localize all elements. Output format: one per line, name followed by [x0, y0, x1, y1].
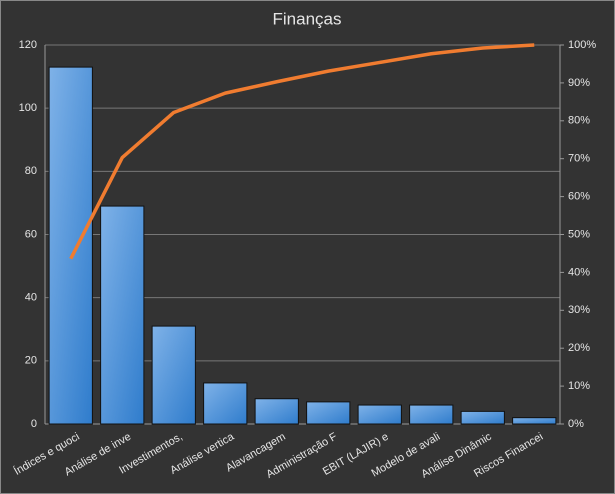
- y-tick-label: 0: [31, 418, 37, 430]
- y-tick-label: 20: [25, 355, 37, 367]
- y2-tick-label: 30%: [568, 304, 590, 316]
- bar: [151, 325, 196, 425]
- bar: [409, 404, 454, 425]
- bar: [306, 401, 351, 425]
- y2-tick-label: 50%: [568, 228, 590, 240]
- bar: [460, 410, 505, 425]
- line: [69, 43, 535, 260]
- bar: [254, 398, 299, 425]
- y-tick-label: 40: [25, 292, 37, 304]
- y2-tick-label: 90%: [568, 77, 590, 89]
- y-tick-label: 100: [19, 102, 37, 114]
- y2-tick-label: 40%: [568, 266, 590, 278]
- bar: [203, 382, 248, 425]
- y-tick-label: 60: [25, 228, 37, 240]
- bar: [100, 205, 145, 425]
- y2-tick-label: 10%: [568, 380, 590, 392]
- bar: [512, 417, 557, 425]
- y2-tick-label: 60%: [568, 191, 590, 203]
- y2-tick-label: 0%: [568, 418, 584, 430]
- y2-tick-label: 20%: [568, 342, 590, 354]
- y2-tick-label: 70%: [568, 153, 590, 165]
- y-tick-label: 80: [25, 165, 37, 177]
- bar: [357, 404, 402, 425]
- bar: [48, 66, 93, 425]
- y-tick-label: 120: [19, 39, 37, 51]
- chart-title: Finanças: [273, 9, 342, 28]
- y2-tick-label: 80%: [568, 115, 590, 127]
- y2-tick-label: 100%: [568, 39, 596, 51]
